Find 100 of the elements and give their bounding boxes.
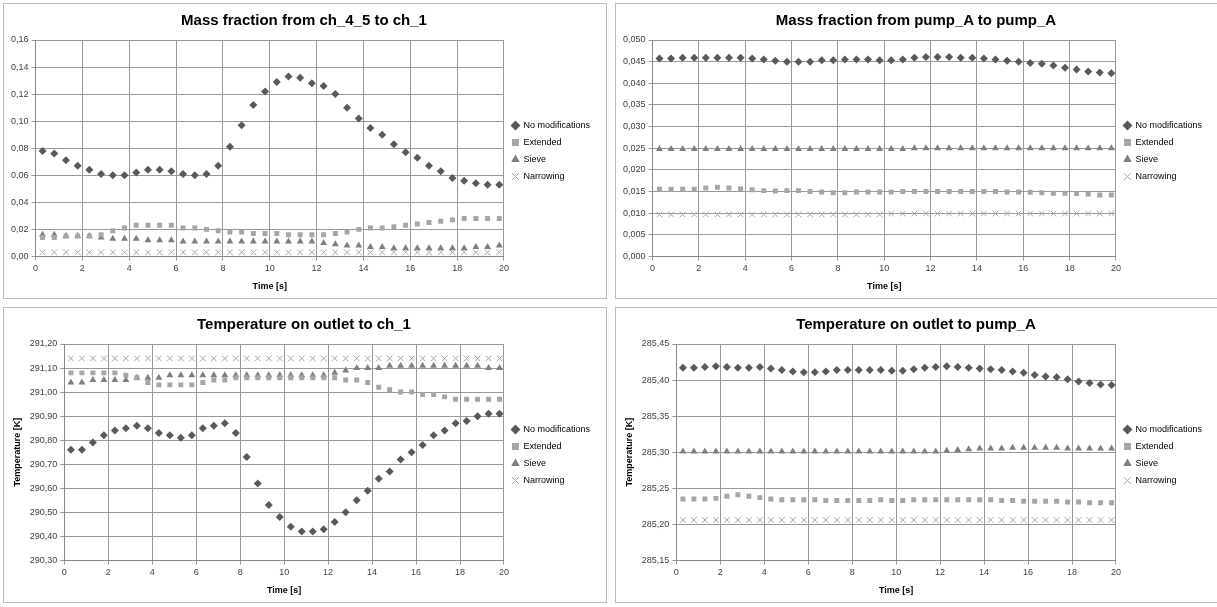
x-tick-label: 12 <box>311 263 322 274</box>
chart-title: Mass fraction from pump_A to pump_A <box>775 11 1057 29</box>
y-tick-label: 0,02 <box>10 223 29 234</box>
x-tick-label: 2 <box>79 263 85 274</box>
x-tick-label: 14 <box>358 263 369 274</box>
y-tick-label: 285,30 <box>641 446 670 457</box>
x-tick-label: 16 <box>411 567 422 578</box>
chart-title: Temperature on outlet to pump_A <box>796 315 1037 333</box>
y-tick-label: 0,14 <box>10 61 29 72</box>
x-tick-label: 8 <box>220 263 226 274</box>
x-tick-label: 6 <box>193 567 199 578</box>
y-tick-label: 0,005 <box>622 229 646 240</box>
y-tick-label: 0,020 <box>622 164 646 175</box>
legend-label: Extended <box>523 136 562 147</box>
y-tick-label: 285,45 <box>641 338 670 349</box>
legend-label: Extended <box>523 440 562 451</box>
x-tick-label: 4 <box>149 567 155 578</box>
x-tick-label: 18 <box>1064 263 1075 274</box>
legend-label: No modifications <box>1135 119 1203 130</box>
x-tick-label: 2 <box>105 567 111 578</box>
y-tick-label: 285,20 <box>641 518 670 529</box>
x-tick-label: 4 <box>126 263 132 274</box>
y-tick-label: 0,035 <box>622 99 646 110</box>
x-tick-label: 8 <box>849 567 855 578</box>
y-tick-label: 291,20 <box>29 338 58 349</box>
legend-label: Sieve <box>1135 457 1158 468</box>
x-tick-label: 0 <box>650 263 656 274</box>
legend-label: No modifications <box>523 119 591 130</box>
x-tick-label: 6 <box>805 567 811 578</box>
y-tick-label: 290,40 <box>29 530 58 541</box>
x-tick-label: 2 <box>696 263 702 274</box>
y-tick-label: 0,12 <box>10 88 29 99</box>
legend-label: Narrowing <box>523 170 565 181</box>
x-tick-label: 10 <box>264 263 275 274</box>
y-tick-label: 0,050 <box>622 34 646 45</box>
x-tick-label: 12 <box>935 567 946 578</box>
legend-label: Narrowing <box>1135 474 1177 485</box>
x-tick-label: 6 <box>173 263 179 274</box>
y-tick-label: 285,35 <box>641 410 670 421</box>
y-tick-label: 0,015 <box>622 185 646 196</box>
y-tick-label: 0,045 <box>622 56 646 67</box>
y-tick-label: 0,10 <box>10 115 29 126</box>
x-tick-label: 14 <box>979 567 990 578</box>
x-axis-title: Time [s] <box>266 585 302 596</box>
y-tick-label: 290,60 <box>29 482 58 493</box>
x-tick-label: 2 <box>717 567 723 578</box>
x-tick-label: 16 <box>405 263 416 274</box>
x-tick-label: 20 <box>498 263 509 274</box>
x-tick-label: 18 <box>1067 567 1078 578</box>
chart-title: Mass fraction from ch_4_5 to ch_1 <box>181 11 427 29</box>
x-tick-label: 20 <box>1110 263 1121 274</box>
y-tick-label: 0,16 <box>10 34 29 45</box>
legend-label: No modifications <box>523 423 591 434</box>
x-tick-label: 10 <box>279 567 290 578</box>
x-tick-label: 10 <box>879 263 890 274</box>
chart-title: Temperature on outlet to ch_1 <box>197 315 411 333</box>
legend-label: Extended <box>1135 440 1174 451</box>
legend-label: Narrowing <box>523 474 565 485</box>
x-tick-label: 18 <box>455 567 466 578</box>
x-tick-label: 4 <box>742 263 748 274</box>
x-tick-label: 10 <box>891 567 902 578</box>
x-tick-label: 18 <box>452 263 463 274</box>
y-axis-title: Temperature [K] <box>11 417 22 487</box>
y-tick-label: 0,010 <box>622 207 646 218</box>
y-tick-label: 0,00 <box>10 250 29 261</box>
y-tick-label: 290,70 <box>29 458 58 469</box>
x-tick-label: 0 <box>61 567 67 578</box>
y-tick-label: 0,040 <box>622 77 646 88</box>
x-tick-label: 16 <box>1018 263 1029 274</box>
y-axis-title: Temperature [K] <box>623 417 634 487</box>
x-tick-label: 8 <box>835 263 841 274</box>
legend-label: Extended <box>1135 136 1174 147</box>
legend-label: Narrowing <box>1135 170 1177 181</box>
y-tick-label: 285,25 <box>641 482 670 493</box>
x-tick-label: 20 <box>498 567 509 578</box>
y-tick-label: 0,025 <box>622 142 646 153</box>
x-tick-label: 16 <box>1023 567 1034 578</box>
legend-label: Sieve <box>523 153 546 164</box>
x-axis-title: Time [s] <box>867 281 902 292</box>
y-tick-label: 0,04 <box>10 196 29 207</box>
x-tick-label: 14 <box>971 263 982 274</box>
y-tick-label: 285,15 <box>641 554 670 565</box>
y-tick-label: 0,000 <box>622 250 646 261</box>
x-tick-label: 14 <box>367 567 378 578</box>
x-tick-label: 4 <box>761 567 767 578</box>
x-axis-title: Time [s] <box>252 281 287 292</box>
x-tick-label: 0 <box>33 263 39 274</box>
y-tick-label: 290,50 <box>29 506 58 517</box>
y-tick-label: 291,10 <box>29 362 58 373</box>
legend-label: Sieve <box>1135 153 1158 164</box>
y-tick-label: 290,90 <box>29 410 58 421</box>
y-tick-label: 290,80 <box>29 434 58 445</box>
y-tick-label: 290,30 <box>29 554 58 565</box>
x-tick-label: 12 <box>323 567 334 578</box>
x-axis-title: Time [s] <box>878 585 914 596</box>
y-tick-label: 0,08 <box>10 142 29 153</box>
y-tick-label: 0,06 <box>10 169 29 180</box>
y-tick-label: 291,00 <box>29 386 58 397</box>
x-tick-label: 12 <box>925 263 936 274</box>
legend-label: No modifications <box>1135 423 1203 434</box>
